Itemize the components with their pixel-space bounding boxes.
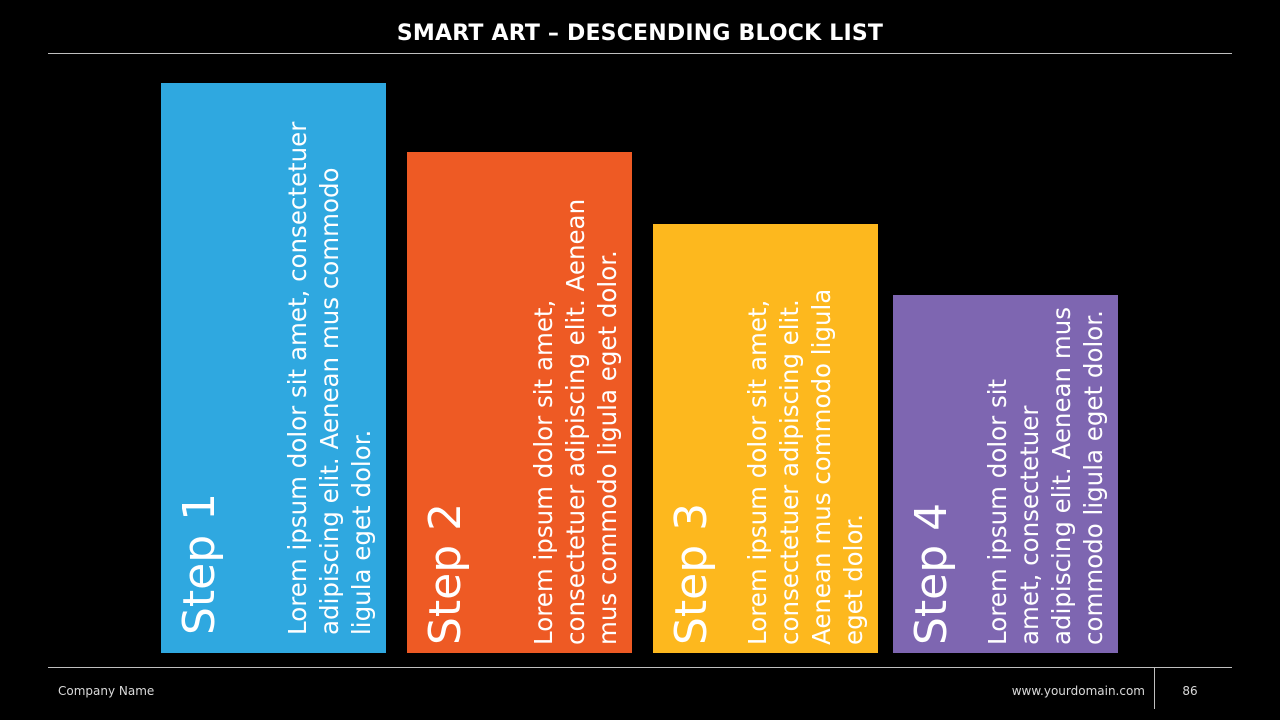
step-1-text: Lorem ipsum dolor sit amet, consectetuer… [283, 121, 376, 635]
footer-divider [48, 667, 1232, 668]
footer-separator [1154, 667, 1155, 709]
step-2-block: Step 2 Lorem ipsum dolor sit amet, conse… [407, 152, 632, 653]
title-divider [48, 53, 1232, 54]
step-4-block: Step 4 Lorem ipsum dolor sit amet, conse… [893, 295, 1118, 653]
step-4-text: Lorem ipsum dolor sit amet, consectetuer… [983, 307, 1108, 645]
step-1-label: Step 1 [174, 492, 225, 635]
step-1-block: Step 1 Lorem ipsum dolor sit amet, conse… [161, 83, 386, 653]
page-number: 86 [1182, 684, 1198, 698]
footer-domain: www.yourdomain.com [1011, 684, 1145, 698]
footer-company-name: Company Name [58, 684, 155, 698]
step-2-label: Step 2 [420, 502, 471, 645]
step-3-label: Step 3 [666, 502, 717, 645]
slide-title: SMART ART – DESCENDING BLOCK LIST [396, 21, 884, 46]
step-3-block: Step 3 Lorem ipsum dolor sit amet, conse… [653, 224, 878, 653]
step-4-label: Step 4 [906, 502, 957, 645]
step-3-text: Lorem ipsum dolor sit amet, consectetuer… [743, 288, 868, 645]
step-2-text: Lorem ipsum dolor sit amet, consectetuer… [529, 198, 622, 645]
